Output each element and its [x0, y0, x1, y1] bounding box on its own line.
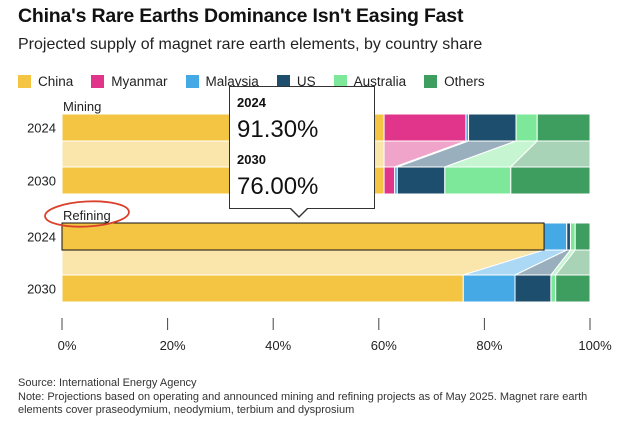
- x-tick-label-1: 20%: [160, 338, 186, 353]
- bar-refining-2030-us: [514, 274, 552, 303]
- source-notes: Source: International Energy Agency Note…: [18, 377, 608, 418]
- row-label-mining-2030: 2030: [27, 174, 56, 189]
- connector-refining-china: [61, 249, 545, 276]
- legend-swatch-others: [424, 74, 438, 88]
- bar-mining-2024-us: [468, 113, 517, 142]
- tooltip-year-2024: 2024: [237, 95, 266, 110]
- bar-mining-2030-us: [396, 166, 446, 195]
- group-label-refining: Refining: [63, 208, 111, 223]
- bar-refining-2030-malaysia: [462, 274, 516, 303]
- legend-item-china: China: [18, 74, 73, 89]
- bar-mining-2030-myanmar: [383, 166, 396, 195]
- bar-mining-2030-others: [510, 166, 591, 195]
- bar-refining-2024-malaysia: [543, 222, 568, 251]
- group-label-mining: Mining: [63, 99, 101, 114]
- bar-refining-2030-china: [61, 274, 464, 303]
- note-text: Note: Projections based on operating and…: [18, 390, 588, 417]
- source-text: Source: International Energy Agency: [18, 377, 197, 389]
- legend-item-others: Others: [424, 74, 485, 89]
- highlight-outline-refining-2024: [61, 222, 545, 251]
- row-label-refining-2024: 2024: [27, 230, 56, 245]
- legend-label-others: Others: [444, 73, 485, 89]
- row-label-mining-2024: 2024: [27, 121, 56, 136]
- legend-label-china: China: [38, 73, 74, 89]
- legend-swatch-myanmar: [91, 74, 105, 88]
- bar-refining-2030-others: [555, 274, 591, 303]
- legend-label-myanmar: Myanmar: [111, 73, 168, 89]
- tooltip-value-2024: 91.30%: [237, 116, 319, 143]
- x-tick-label-4: 80%: [476, 338, 502, 353]
- legend-label-malaysia: Malaysia: [205, 73, 259, 89]
- bar-mining-2030-australia: [444, 166, 512, 195]
- x-tick-label-5: 100%: [578, 338, 612, 353]
- x-tick-label-2: 40%: [265, 338, 291, 353]
- legend-item-us: US: [276, 73, 316, 89]
- tooltip-year-2030: 2030: [237, 152, 266, 167]
- chart-subtitle: Projected supply of magnet rare earth el…: [18, 36, 483, 53]
- annotation-circle-refining: [44, 200, 130, 228]
- bar-refining-2024-us: [566, 222, 571, 251]
- value-tooltip: 2024 91.30% 2030 76.00%: [229, 86, 375, 209]
- bar-refining-2024-australia: [569, 222, 576, 251]
- bar-refining-2024-others: [574, 222, 591, 251]
- chart-title: China's Rare Earths Dominance Isn't Easi…: [18, 5, 464, 27]
- tooltip-pointer-fill: [291, 208, 307, 216]
- legend-swatch-australia: [333, 74, 347, 88]
- bar-refining-2024-china: [61, 222, 545, 251]
- bar-refining-2030-australia: [550, 274, 557, 303]
- legend-label-us: US: [296, 73, 316, 89]
- bar-mining-2024-myanmar: [383, 113, 467, 142]
- bar-mining-2024-australia: [515, 113, 538, 142]
- tooltip-value-2030: 76.00%: [237, 173, 319, 200]
- legend-swatch-malaysia: [185, 74, 199, 88]
- bar-mining-2024-others: [536, 113, 591, 142]
- legend-item-malaysia: Malaysia: [185, 73, 259, 89]
- legend-label-australia: Australia: [353, 73, 407, 89]
- legend-item-myanmar: Myanmar: [91, 73, 168, 89]
- x-tick-label-0: 0%: [58, 338, 77, 353]
- legend-swatch-us: [276, 74, 290, 88]
- legend-swatch-china: [18, 74, 31, 88]
- x-tick-label-3: 60%: [371, 338, 397, 353]
- legend-item-australia: Australia: [333, 73, 407, 89]
- row-label-refining-2030: 2030: [27, 282, 56, 297]
- legend: China Myanmar Malaysia US Australia Othe…: [18, 72, 503, 90]
